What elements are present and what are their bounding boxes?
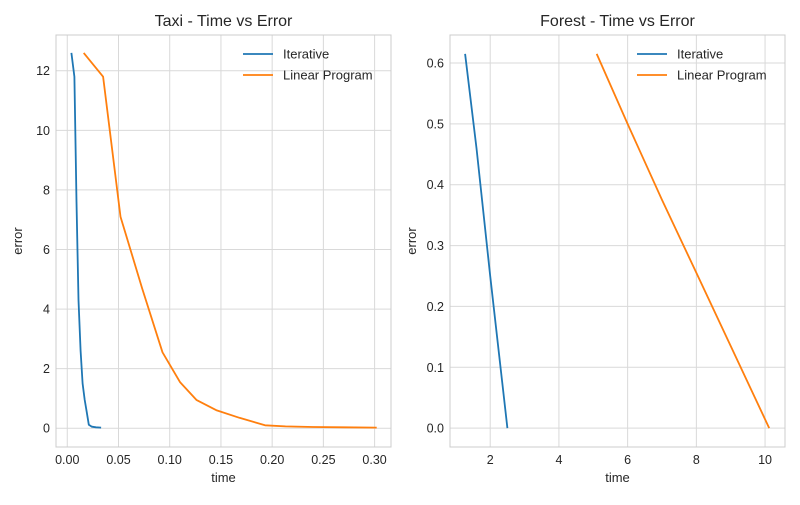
x-tick-label: 0.15 <box>209 453 233 467</box>
x-tick-label: 0.30 <box>362 453 386 467</box>
chart-title: Forest - Time vs Error <box>540 13 695 30</box>
x-axis-label: time <box>211 470 236 485</box>
legend-label: Linear Program <box>283 68 373 83</box>
y-axis-label: error <box>10 227 25 255</box>
chart-title: Taxi - Time vs Error <box>155 13 293 30</box>
y-tick-label: 2 <box>43 362 50 376</box>
x-tick-label: 0.10 <box>158 453 182 467</box>
x-tick-label: 6 <box>624 453 631 467</box>
x-axis-label: time <box>605 470 630 485</box>
y-tick-label: 0.4 <box>427 178 444 192</box>
x-tick-label: 4 <box>555 453 562 467</box>
legend-label: Linear Program <box>677 68 767 83</box>
y-tick-label: 0.6 <box>427 56 444 70</box>
x-tick-label: 0.20 <box>260 453 284 467</box>
x-tick-label: 8 <box>693 453 700 467</box>
plot-area <box>450 35 785 447</box>
y-tick-label: 10 <box>36 124 50 138</box>
series-line-linear-program <box>595 53 771 429</box>
y-tick-label: 0.0 <box>427 422 444 436</box>
y-tick-label: 12 <box>36 64 50 78</box>
y-tick-label: 4 <box>43 303 50 317</box>
legend-label: Iterative <box>283 47 329 62</box>
y-tick-label: 0.1 <box>427 361 444 375</box>
series-line-iterative <box>70 52 102 429</box>
x-tick-label: 0.25 <box>311 453 335 467</box>
plot-area <box>56 35 391 447</box>
x-tick-label: 0.00 <box>55 453 79 467</box>
legend-label: Iterative <box>677 47 723 62</box>
y-tick-label: 8 <box>43 183 50 197</box>
axes-frame <box>55 34 392 448</box>
chart-panel-2: 2 4 6 8 10 0.0 0.1 0.2 0.3 0.4 0.5 0.6 Forest - Time… <box>404 13 786 485</box>
x-tick-label: 10 <box>758 453 772 467</box>
y-tick-label: 0.5 <box>427 117 444 131</box>
y-tick-label: 6 <box>43 243 50 257</box>
y-axis-label: error <box>404 227 419 255</box>
chart-panel-1: 0.00 0.05 0.10 0.15 0.20 0.25 0.30 0 2 4 6 8 10 12 Tax… <box>10 13 392 485</box>
y-tick-label: 0.3 <box>427 239 444 253</box>
series-line-linear-program <box>83 52 377 429</box>
y-tick-label: 0.2 <box>427 300 444 314</box>
x-tick-label: 0.05 <box>106 453 130 467</box>
y-tick-label: 0 <box>43 422 50 436</box>
x-tick-label: 2 <box>487 453 494 467</box>
series-line-iterative <box>464 53 509 429</box>
axes-frame <box>449 34 786 448</box>
